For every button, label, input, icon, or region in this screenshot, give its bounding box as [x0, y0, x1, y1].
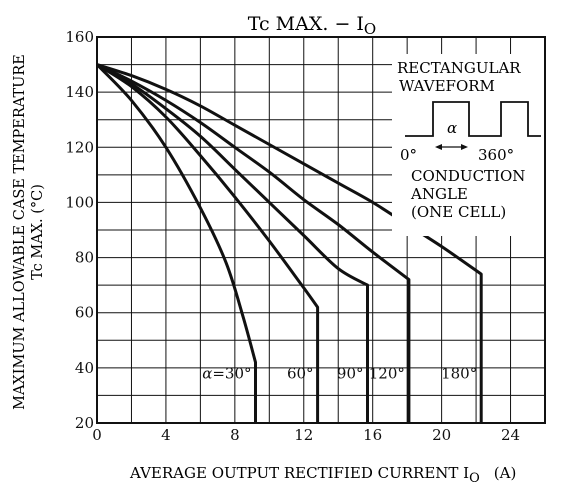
- y-tick-label: 160: [65, 28, 94, 46]
- waveform-deg360: 360°: [478, 146, 514, 164]
- plot-frame: [96, 36, 546, 424]
- legend-line4: ANGLE: [410, 185, 468, 203]
- waveform-icon: [405, 101, 541, 137]
- legend-line1: RECTANGULAR: [397, 59, 521, 77]
- legend-box: RECTANGULAR WAVEFORM α 0° 360° CONDUCTIO…: [392, 54, 545, 236]
- x-tick-label: 24: [501, 426, 520, 444]
- y-tick-label: 140: [65, 83, 94, 101]
- y-tick-label: 40: [75, 359, 94, 377]
- legend-background: [392, 54, 545, 236]
- series-curve: [95, 63, 257, 423]
- x-axis-label-main: AVERAGE OUTPUT RECTIFIED CURRENT I: [129, 464, 469, 482]
- x-tick-label: 20: [432, 426, 451, 444]
- legend-line3: CONDUCTION: [411, 167, 525, 185]
- series-label: 90°: [337, 364, 364, 382]
- series-curve: [96, 63, 411, 423]
- tick-labels: 0 4 8 12 16 20 24 20 40 60 80 100 120 140 160: [65, 28, 520, 444]
- series-curve: [96, 63, 320, 423]
- x-tick-label: 0: [92, 426, 102, 444]
- series-label: 120°: [369, 364, 405, 382]
- legend-line5: (ONE CELL): [411, 203, 506, 221]
- x-tick-label: 12: [294, 426, 313, 444]
- series-curve: [96, 63, 369, 423]
- chart-title: Tc MAX. − IO: [248, 13, 376, 38]
- x-axis-label: AVERAGE OUTPUT RECTIFIED CURRENT IO (A): [129, 464, 516, 486]
- series-labels: α=30° 60° 90° 120° 180°: [202, 364, 477, 382]
- x-tick-label: 16: [363, 426, 382, 444]
- y-tick-label: 60: [75, 304, 94, 322]
- legend-line2: WAVEFORM: [399, 77, 495, 95]
- waveform-alpha: α: [447, 119, 457, 137]
- y-tick-label: 100: [65, 193, 94, 211]
- y-tick-label: 20: [75, 414, 94, 432]
- y-tick-label: 80: [75, 249, 94, 267]
- waveform-deg0: 0°: [400, 146, 417, 164]
- x-tick-label: 8: [230, 426, 240, 444]
- y-axis-label-line2: Tc MAX. (°C): [30, 184, 46, 280]
- waveform-arrow-head-right: [461, 144, 468, 150]
- waveform-arrow-head-left: [435, 144, 442, 150]
- x-axis-label-unit: (A): [494, 464, 517, 482]
- series-label: α=30°: [202, 364, 251, 382]
- chart-title-main: Tc MAX. − I: [248, 13, 364, 35]
- series-label: 180°: [441, 364, 477, 382]
- series-label: 60°: [287, 364, 314, 382]
- y-tick-label: 120: [65, 138, 94, 156]
- x-axis-label-sub: O: [469, 471, 480, 486]
- x-tick-label: 4: [161, 426, 171, 444]
- chart-title-sub: O: [364, 20, 376, 38]
- y-axis-label-line1: MAXIMUM ALLOWABLE CASE TEMPERATURE: [12, 54, 28, 410]
